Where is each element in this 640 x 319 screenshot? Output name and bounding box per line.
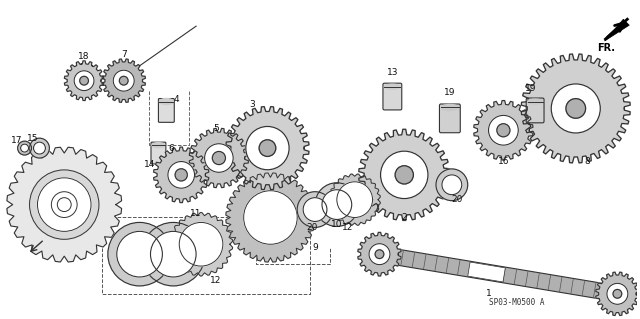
Circle shape <box>488 115 518 145</box>
Text: 5: 5 <box>213 124 219 133</box>
Text: 10: 10 <box>331 220 342 229</box>
Polygon shape <box>468 262 506 282</box>
FancyBboxPatch shape <box>151 142 166 164</box>
Circle shape <box>113 70 134 91</box>
Circle shape <box>212 152 225 165</box>
Circle shape <box>497 124 510 137</box>
Circle shape <box>337 182 372 218</box>
Polygon shape <box>329 174 380 225</box>
Polygon shape <box>226 107 309 189</box>
Polygon shape <box>378 246 619 302</box>
Circle shape <box>175 169 188 181</box>
Circle shape <box>436 169 468 201</box>
Circle shape <box>80 76 88 85</box>
Circle shape <box>168 161 195 188</box>
Circle shape <box>322 190 352 219</box>
Circle shape <box>18 141 31 155</box>
Polygon shape <box>474 100 533 160</box>
Circle shape <box>179 222 223 266</box>
Circle shape <box>29 170 99 239</box>
Text: 20: 20 <box>451 195 463 204</box>
Circle shape <box>381 151 428 198</box>
Text: 16: 16 <box>498 158 509 167</box>
Ellipse shape <box>159 99 173 105</box>
Circle shape <box>33 142 45 154</box>
Circle shape <box>297 192 333 227</box>
Polygon shape <box>7 147 122 262</box>
Circle shape <box>150 231 196 277</box>
Text: 18: 18 <box>78 52 90 61</box>
Polygon shape <box>359 129 450 220</box>
Circle shape <box>38 178 91 231</box>
Polygon shape <box>596 272 639 315</box>
Polygon shape <box>170 212 232 276</box>
Text: 12: 12 <box>210 277 221 286</box>
Circle shape <box>613 289 621 298</box>
Polygon shape <box>189 129 248 188</box>
Text: 3: 3 <box>250 100 255 109</box>
FancyBboxPatch shape <box>440 104 460 133</box>
Text: 1: 1 <box>486 289 492 298</box>
Text: 14: 14 <box>144 160 155 169</box>
Circle shape <box>246 126 289 170</box>
Circle shape <box>395 166 413 184</box>
Ellipse shape <box>527 99 543 104</box>
Circle shape <box>108 222 172 286</box>
Text: 17: 17 <box>11 136 22 145</box>
Ellipse shape <box>152 143 165 148</box>
Text: 19: 19 <box>444 88 456 97</box>
Circle shape <box>315 183 358 226</box>
Text: 7: 7 <box>121 50 127 59</box>
Text: 20: 20 <box>307 223 317 232</box>
Text: SP03-M0500 A: SP03-M0500 A <box>488 298 544 307</box>
Circle shape <box>442 175 461 195</box>
Circle shape <box>74 71 94 91</box>
Text: 11: 11 <box>190 209 202 218</box>
FancyBboxPatch shape <box>159 99 174 122</box>
FancyBboxPatch shape <box>383 83 402 110</box>
FancyBboxPatch shape <box>526 98 544 123</box>
Ellipse shape <box>385 84 400 89</box>
Circle shape <box>120 76 128 85</box>
Circle shape <box>51 192 77 218</box>
Circle shape <box>29 138 49 158</box>
Text: FR.: FR. <box>598 43 616 53</box>
Text: 6: 6 <box>168 144 174 152</box>
Text: 9: 9 <box>312 243 318 252</box>
Circle shape <box>375 250 384 258</box>
Circle shape <box>205 144 233 172</box>
Polygon shape <box>65 61 104 100</box>
Polygon shape <box>605 19 629 41</box>
Circle shape <box>607 283 628 304</box>
Polygon shape <box>226 173 315 262</box>
Polygon shape <box>358 232 401 276</box>
Circle shape <box>259 140 276 156</box>
Polygon shape <box>102 59 145 102</box>
Text: 4: 4 <box>173 95 179 104</box>
Circle shape <box>244 191 297 244</box>
Polygon shape <box>154 147 209 203</box>
Text: 8: 8 <box>585 158 591 167</box>
Circle shape <box>116 231 163 277</box>
Text: 2: 2 <box>401 213 407 222</box>
Text: 13: 13 <box>387 68 398 77</box>
Polygon shape <box>522 54 630 163</box>
Ellipse shape <box>441 105 459 110</box>
Text: 15: 15 <box>27 134 38 143</box>
Text: 12: 12 <box>342 223 353 232</box>
Circle shape <box>551 84 600 133</box>
Text: 19: 19 <box>525 84 537 93</box>
Circle shape <box>141 222 205 286</box>
Circle shape <box>303 198 327 221</box>
Circle shape <box>20 144 29 152</box>
Circle shape <box>369 244 390 265</box>
Circle shape <box>58 198 71 211</box>
Circle shape <box>566 99 586 118</box>
